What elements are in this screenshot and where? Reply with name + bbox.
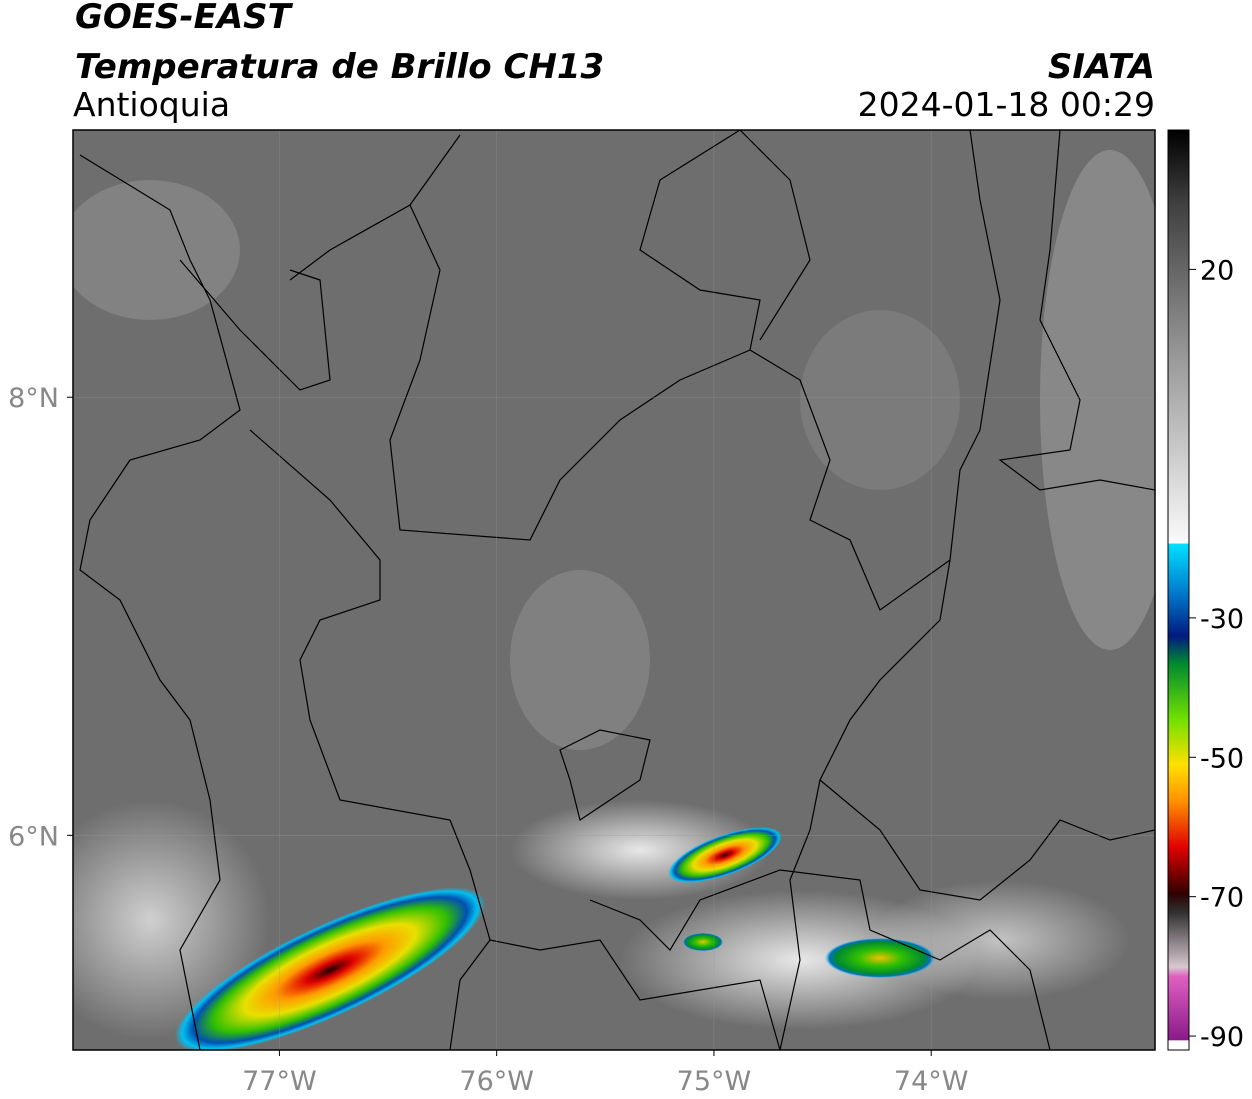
cloud-patch: [1040, 150, 1155, 650]
border: [589, 869, 1051, 1050]
storm-cell: [683, 933, 723, 951]
border: [389, 130, 761, 541]
colorbar-tick-label: -90: [1200, 1022, 1244, 1053]
x-tick-label: 74°W: [894, 1066, 969, 1097]
subtitle: Temperatura de Brillo CH13: [75, 47, 604, 87]
border: [489, 939, 781, 1050]
title: GOES-EAST: [75, 0, 294, 37]
y-tick-label: 8°N: [8, 383, 59, 414]
datetime: 2024-01-18 00:29: [858, 85, 1155, 124]
x-tick-label: 75°W: [677, 1066, 752, 1097]
map-area: [73, 130, 1155, 1050]
colorbar-tick-label: -50: [1200, 743, 1244, 774]
storm-cell: [668, 827, 782, 883]
map-frame: [72, 129, 1156, 1051]
border: [559, 729, 651, 821]
colorbar-tick-label: -70: [1200, 883, 1244, 914]
border: [79, 154, 241, 1050]
border: [179, 259, 331, 391]
colorbar-tick-label: -30: [1200, 604, 1244, 635]
colorbar: [1167, 129, 1190, 1051]
border: [749, 130, 1001, 611]
border: [289, 134, 461, 281]
y-tick-label: 6°N: [8, 821, 59, 852]
border: [998, 130, 1155, 491]
storm-cell: [174, 887, 486, 1050]
storm-cell: [825, 938, 935, 978]
colorbar-tick-label: 20: [1200, 255, 1234, 286]
source: SIATA: [1048, 47, 1155, 87]
grid: [73, 130, 1155, 1050]
cloud-patch: [73, 180, 240, 320]
cloud-patch: [510, 570, 650, 750]
border: [819, 779, 1155, 901]
x-tick-label: 77°W: [242, 1066, 317, 1097]
x-tick-label: 76°W: [459, 1066, 534, 1097]
cloud-patch: [800, 310, 960, 490]
region: Antioquia: [73, 85, 230, 124]
border: [739, 130, 811, 341]
cloud-patch: [73, 800, 270, 1040]
